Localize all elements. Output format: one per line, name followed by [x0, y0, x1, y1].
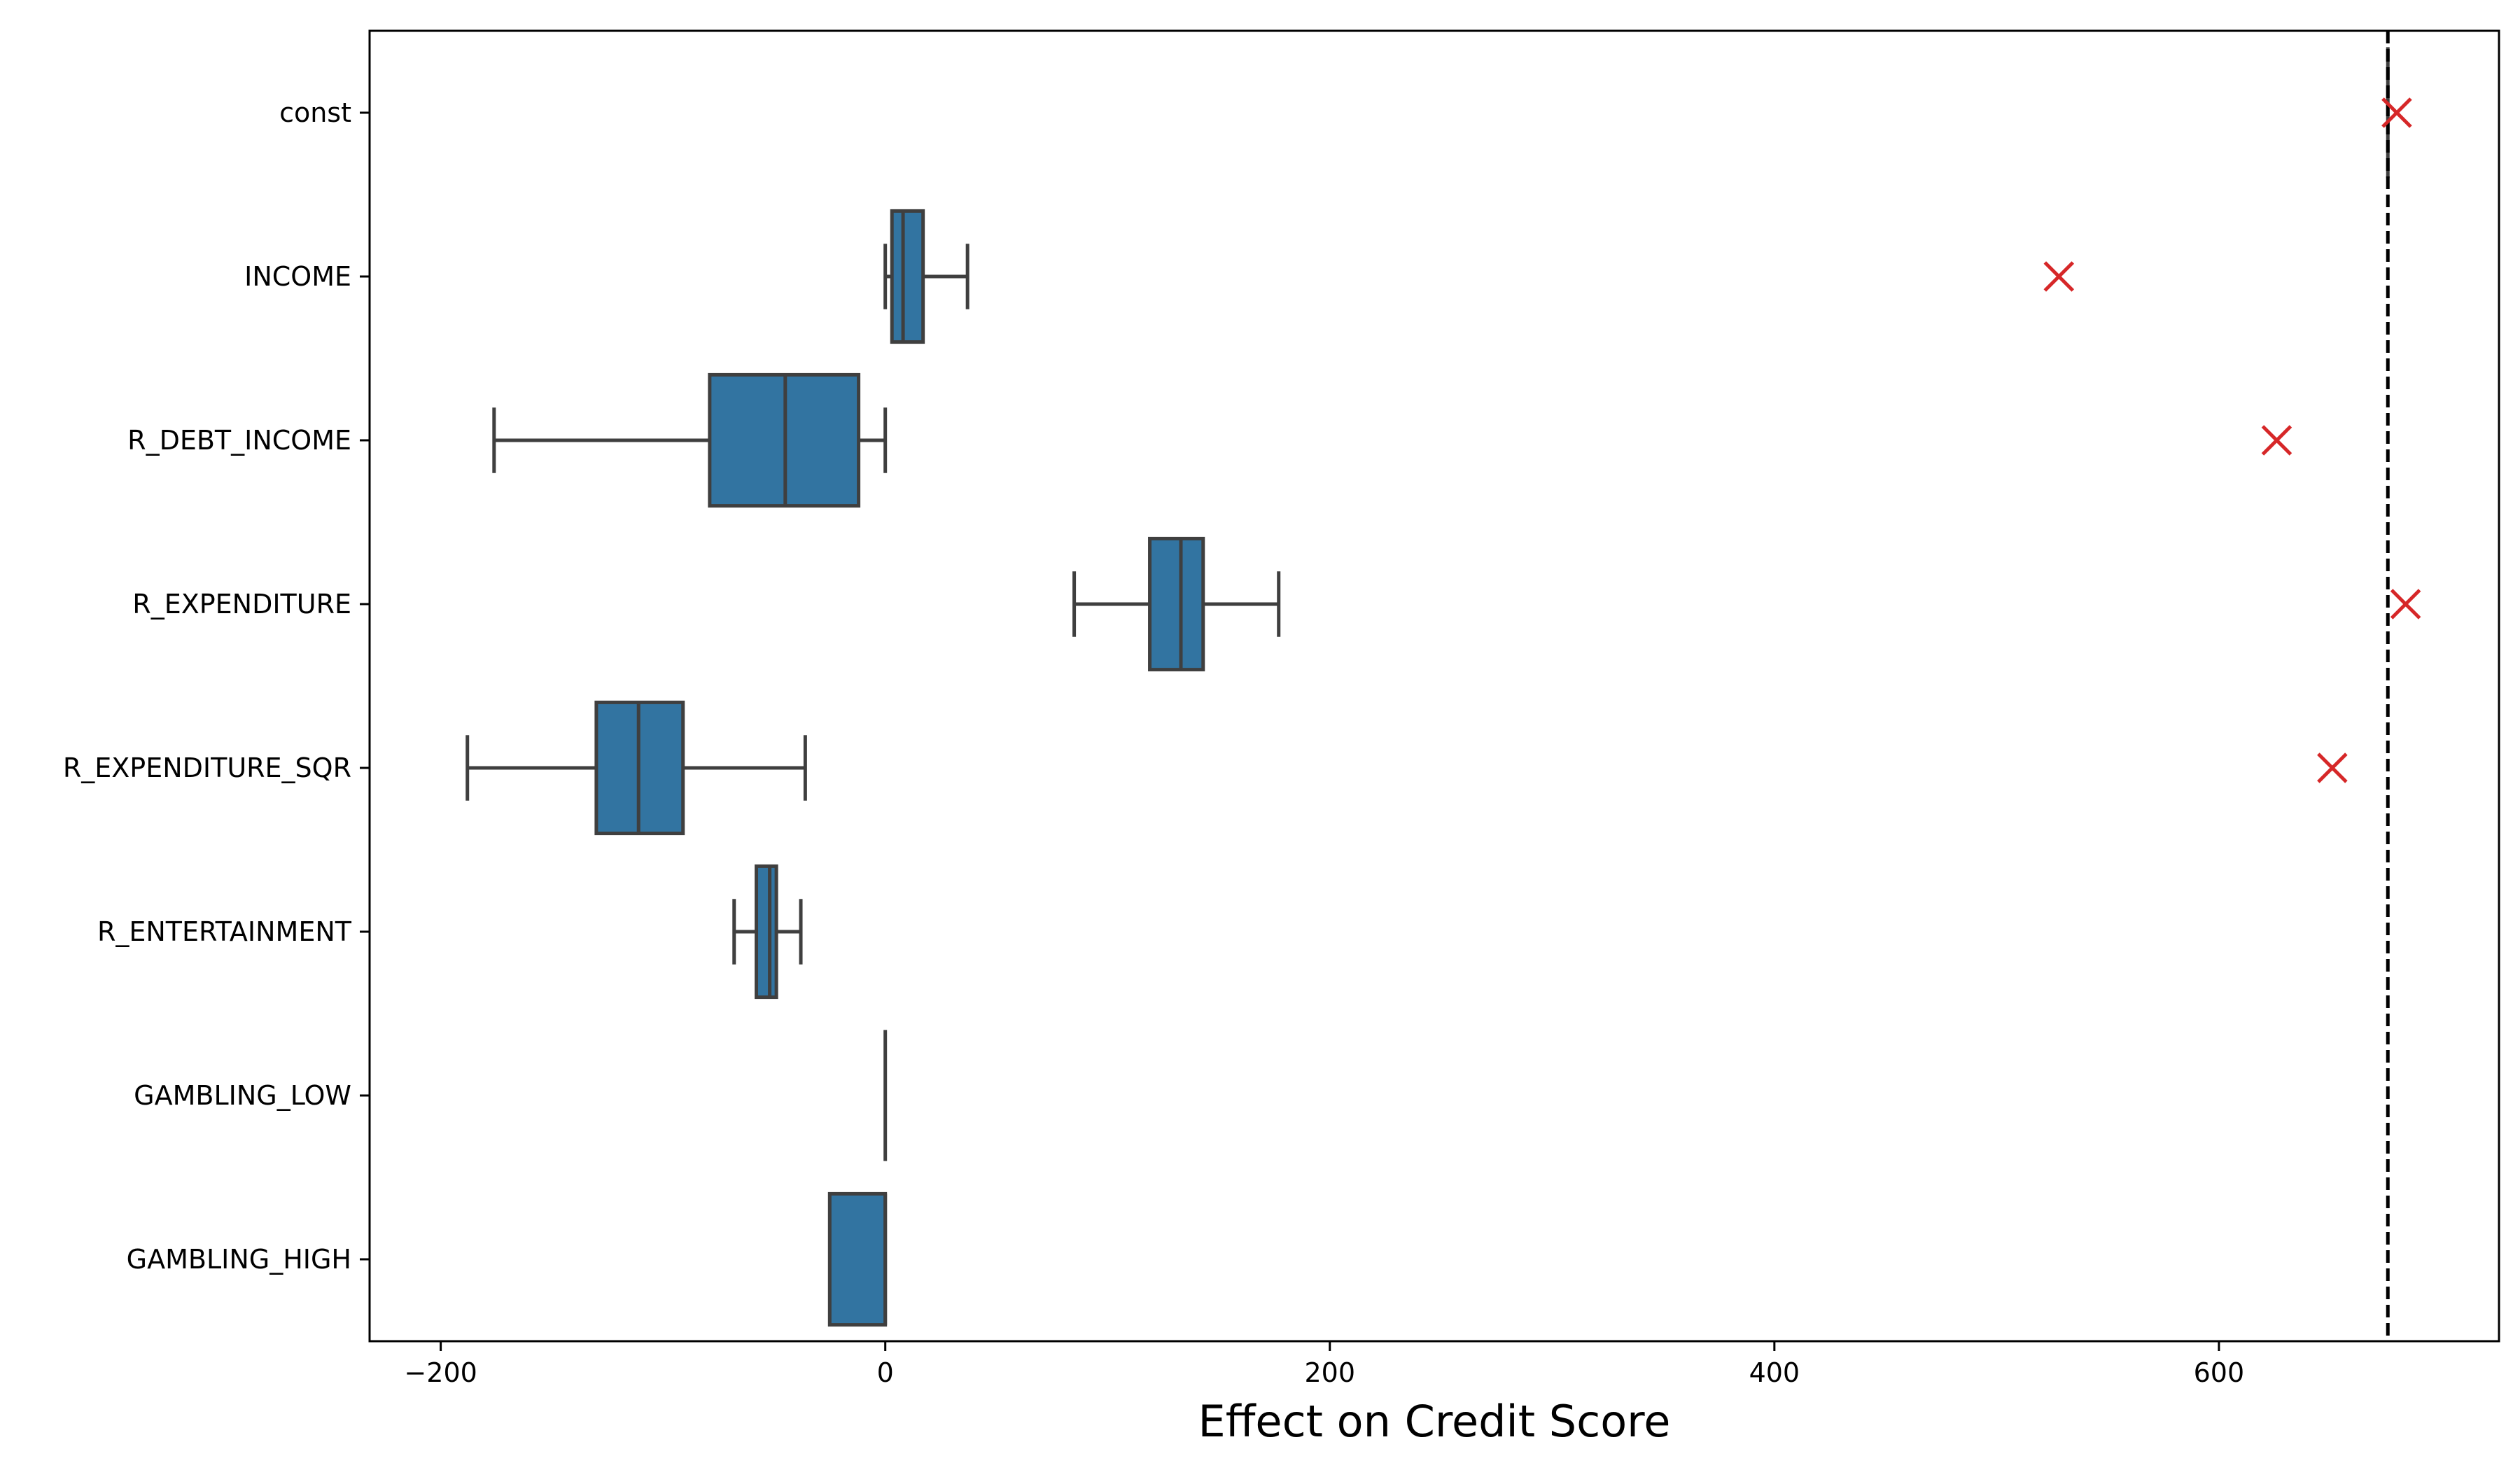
y-tick-label: R_EXPENDITURE_SQR	[63, 752, 351, 783]
box	[890, 209, 925, 344]
marker-stroke	[2261, 425, 2292, 456]
x-tick-label: −200	[404, 1357, 477, 1388]
point-marker-r-expenditure-sqr	[2317, 752, 2348, 783]
x-tick-label: 600	[2194, 1357, 2245, 1388]
box-group-r-entertainment	[732, 864, 803, 1000]
y-tick-label: GAMBLING_LOW	[134, 1080, 351, 1111]
y-tick-label: R_ENTERTAINMENT	[97, 916, 352, 947]
box	[1148, 536, 1205, 672]
marker-stroke	[2381, 97, 2412, 128]
box-group-r-expenditure-sqr	[465, 700, 807, 836]
y-tick-label: R_DEBT_INCOME	[127, 425, 351, 456]
box-group-income	[883, 209, 969, 344]
boxes-layer	[465, 47, 2390, 1327]
marker-stroke	[2390, 589, 2421, 620]
x-axis-label: Effect on Credit Score	[1198, 1396, 1671, 1447]
x-tick-label: 400	[1749, 1357, 1800, 1388]
point-marker-const	[2381, 97, 2412, 128]
point-marker-r-expenditure	[2390, 589, 2421, 620]
box-group-gambling-high	[827, 1191, 888, 1327]
y-tick-label: R_EXPENDITURE	[132, 589, 351, 620]
x-tick-label: 200	[1304, 1357, 1355, 1388]
markers-layer	[2043, 97, 2421, 783]
y-tick-label: GAMBLING_HIGH	[127, 1244, 351, 1275]
marker-stroke	[2317, 752, 2348, 783]
y-tick-label: INCOME	[244, 261, 351, 292]
box	[755, 864, 778, 1000]
box	[827, 1191, 888, 1327]
point-marker-income	[2043, 261, 2075, 292]
box-group-r-expenditure	[1072, 536, 1281, 672]
point-marker-r-debt-income	[2261, 425, 2292, 456]
y-axis: const INCOME R_DEBT_INCOME R_EXPENDITURE R_E…	[63, 97, 370, 1275]
marker-stroke	[2043, 261, 2075, 292]
x-axis: −200 0 200 400 600	[404, 1341, 2244, 1388]
y-tick-label: const	[279, 97, 351, 128]
box-group-r-debt-income	[492, 372, 888, 508]
plot-frame	[368, 29, 2500, 1343]
x-tick-label: 0	[877, 1357, 894, 1388]
